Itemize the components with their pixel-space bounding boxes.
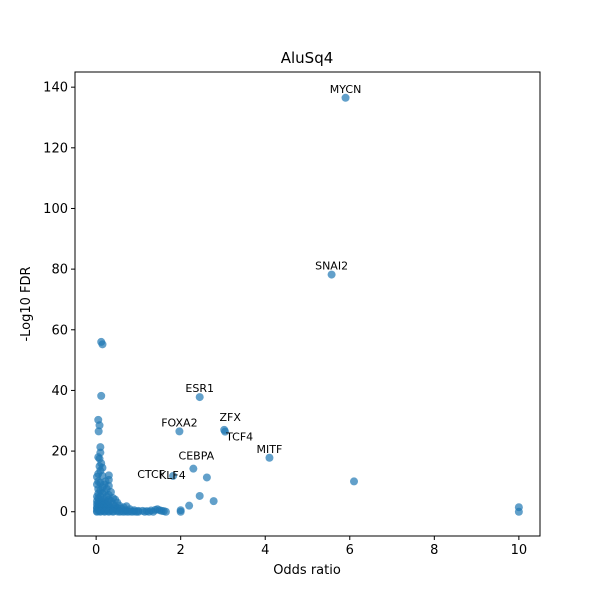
data-point [176, 507, 185, 516]
data-point [175, 427, 184, 436]
data-point [169, 471, 178, 480]
y-tick-label: 120 [43, 141, 68, 156]
chart-title: AluSq4 [281, 49, 334, 67]
y-tick-label: 60 [51, 323, 68, 338]
y-axis: 0 20 40 60 80 100 120 140 [43, 81, 75, 520]
y-tick-label: 80 [51, 263, 68, 278]
data-point [209, 497, 218, 506]
annotation-label: MYCN [330, 83, 362, 96]
x-axis-title: Odds ratio [273, 563, 341, 578]
y-tick-label: 100 [43, 202, 68, 217]
x-tick-label: 0 [92, 543, 100, 558]
data-point [97, 391, 106, 400]
plot-frame [74, 71, 541, 537]
annotation-label: ESR1 [185, 382, 214, 395]
x-tick-label: 8 [430, 543, 438, 558]
y-axis-title: -Log10 FDR [19, 266, 34, 341]
y-tick-label: 140 [43, 81, 68, 96]
data-point [265, 453, 274, 462]
annotation-label: FOXA2 [161, 416, 197, 429]
y-tick-label: 40 [51, 384, 68, 399]
x-tick-label: 4 [261, 543, 269, 558]
data-point [149, 507, 158, 516]
data-point [189, 464, 198, 473]
annotation-label: KLF4 [159, 469, 186, 482]
annotation-label: TCF4 [225, 431, 253, 444]
x-tick-label: 2 [177, 543, 185, 558]
data-point [195, 491, 204, 500]
y-tick-label: 0 [60, 505, 68, 520]
data-point [132, 507, 141, 516]
data-point [185, 501, 194, 510]
annotation-label: CEBPA [179, 450, 215, 463]
annotation-label: SNAI2 [315, 260, 348, 273]
points-layer [92, 93, 523, 516]
y-tick-label: 20 [51, 445, 68, 460]
annotation-label: ZFX [220, 411, 242, 424]
data-point [327, 270, 336, 279]
data-point [109, 507, 118, 516]
x-tick-label: 6 [346, 543, 354, 558]
data-point [221, 427, 230, 436]
data-point [341, 93, 350, 102]
data-point [350, 477, 358, 486]
data-point [94, 427, 103, 436]
data-point [161, 507, 170, 516]
data-point [514, 507, 523, 516]
x-axis: 0 2 4 6 8 10 [92, 536, 527, 558]
annotation-label: CTCF [137, 468, 165, 481]
data-point [95, 421, 104, 430]
x-tick-label: 10 [511, 543, 528, 558]
annotation-label: MITF [257, 443, 283, 456]
annotations-layer: MYCN SNAI2 ESR1 FOXA2 ZFX TCF4 MITF CEBPA KLF4CT… [137, 83, 361, 482]
data-point [98, 340, 107, 349]
data-point [202, 473, 211, 482]
data-point [195, 393, 204, 402]
